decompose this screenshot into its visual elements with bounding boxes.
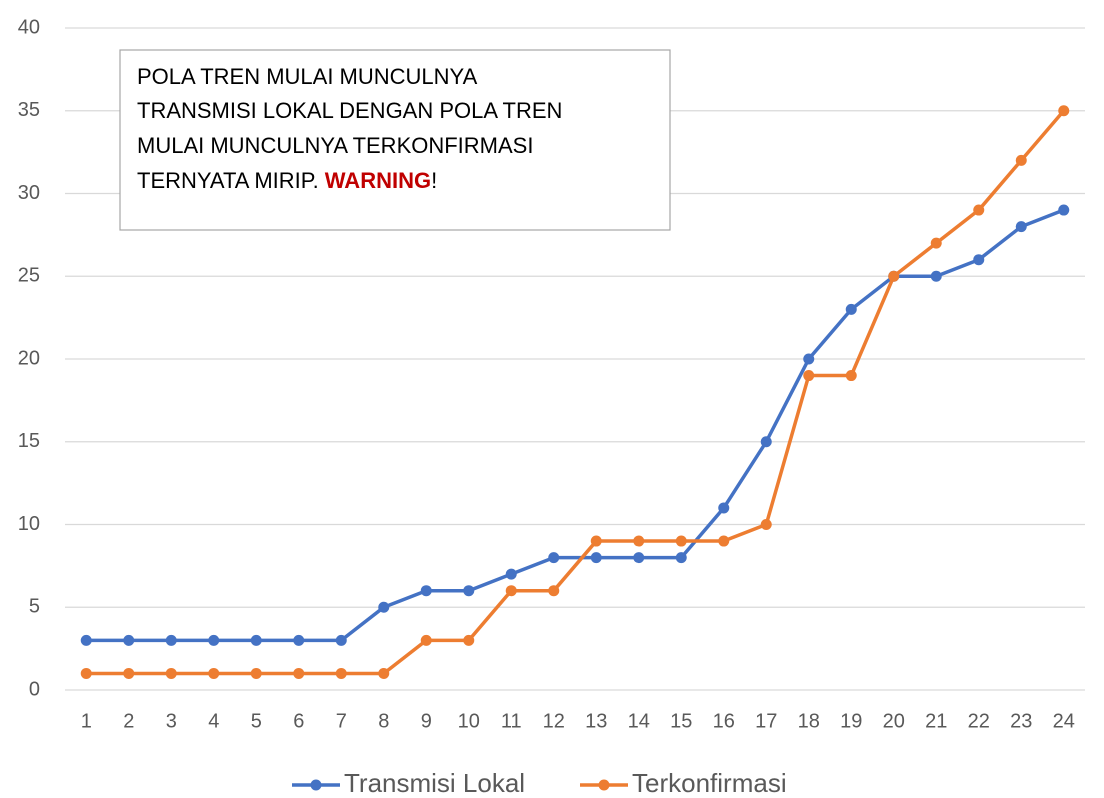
series-line: [86, 109, 1066, 676]
y-tick-label: 10: [18, 513, 40, 535]
data-point: [590, 535, 602, 547]
data-point: [973, 204, 985, 216]
data-point: [80, 667, 92, 679]
data-point: [463, 634, 475, 646]
data-point: [335, 634, 347, 646]
data-point: [930, 237, 942, 249]
annotation-warning: WARNING: [325, 168, 431, 193]
data-point: [973, 254, 985, 266]
x-tick-label: 17: [755, 710, 777, 732]
data-point: [675, 552, 687, 564]
data-point: [420, 634, 432, 646]
legend-label: Terkonfirmasi: [632, 768, 787, 798]
annotation-line: TRANSMISI LOKAL DENGAN POLA TREN: [137, 98, 562, 123]
data-point: [208, 634, 220, 646]
x-tick-label: 15: [670, 710, 692, 732]
data-point: [845, 370, 857, 382]
x-tick-label: 7: [336, 710, 347, 732]
data-point: [1015, 221, 1027, 233]
y-tick-label: 30: [18, 182, 40, 204]
legend-marker: [598, 779, 610, 791]
annotation-line: TERNYATA MIRIP. WARNING!: [137, 168, 437, 193]
data-point: [250, 634, 262, 646]
legend-marker: [310, 779, 322, 791]
x-tick-label: 5: [251, 710, 262, 732]
data-point: [930, 270, 942, 282]
y-tick-label: 20: [18, 347, 40, 369]
x-tick-label: 24: [1053, 710, 1075, 732]
data-point: [888, 270, 900, 282]
x-tick-label: 14: [628, 710, 650, 732]
x-tick-label: 21: [925, 710, 947, 732]
y-tick-label: 25: [18, 265, 40, 287]
x-tick-label: 18: [798, 710, 820, 732]
annotation-end: !: [431, 168, 437, 193]
y-tick-label: 35: [18, 99, 40, 121]
x-tick-label: 11: [501, 710, 522, 732]
data-point: [505, 568, 517, 580]
y-tick-label: 5: [29, 596, 40, 618]
data-point: [1058, 105, 1070, 117]
data-point: [1058, 204, 1070, 216]
data-point: [80, 634, 92, 646]
x-tick-label: 6: [293, 710, 304, 732]
x-tick-label: 19: [840, 710, 862, 732]
data-point: [803, 370, 815, 382]
data-point: [548, 552, 560, 564]
annotation-line: MULAI MUNCULNYA TERKONFIRMASI: [137, 133, 533, 158]
data-point: [718, 502, 730, 514]
data-point: [505, 585, 517, 597]
data-point: [760, 436, 772, 448]
annotation-text: TERNYATA MIRIP.: [137, 168, 319, 193]
x-tick-label: 1: [81, 710, 92, 732]
data-point: [293, 667, 305, 679]
annotation-box: [119, 49, 671, 231]
x-tick-label: 12: [543, 710, 565, 732]
data-point: [420, 585, 432, 597]
data-point: [250, 667, 262, 679]
y-tick-label: 0: [29, 678, 40, 700]
data-point: [548, 585, 560, 597]
data-point: [165, 667, 177, 679]
data-point: [463, 585, 475, 597]
legend-label: Transmisi Lokal: [344, 768, 525, 798]
y-tick-label: 40: [18, 16, 40, 38]
data-point: [845, 303, 857, 315]
x-tick-label: 16: [713, 710, 735, 732]
data-point: [165, 634, 177, 646]
data-point: [378, 601, 390, 613]
data-point: [633, 552, 645, 564]
x-tick-label: 3: [166, 710, 177, 732]
x-tick-label: 10: [458, 710, 480, 732]
x-tick-label: 13: [585, 710, 607, 732]
x-tick-label: 2: [123, 710, 134, 732]
data-point: [760, 519, 772, 530]
x-tick-label: 22: [968, 710, 990, 732]
data-point: [590, 552, 602, 564]
data-point: [208, 667, 220, 679]
x-tick-label: 23: [1010, 710, 1032, 732]
data-point: [633, 535, 645, 547]
x-tick-label: 8: [378, 710, 389, 732]
y-tick-label: 15: [18, 430, 40, 452]
data-point: [1015, 154, 1027, 166]
data-point: [378, 667, 390, 679]
annotation-line: POLA TREN MULAI MUNCULNYA: [137, 64, 478, 89]
data-point: [335, 667, 347, 679]
x-tick-label: 9: [421, 710, 432, 732]
data-point: [803, 353, 815, 365]
x-tick-label: 4: [208, 710, 219, 732]
data-point: [675, 535, 687, 547]
data-point: [718, 535, 730, 547]
data-point: [123, 667, 135, 679]
data-point: [123, 634, 135, 646]
x-tick-label: 20: [883, 710, 905, 732]
data-point: [293, 634, 305, 646]
series-line: [86, 208, 1065, 643]
